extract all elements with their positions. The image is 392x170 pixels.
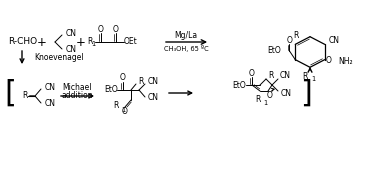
Text: O: O [113,26,119,35]
Text: R: R [22,91,27,100]
Text: R: R [87,38,93,47]
Text: addition: addition [61,90,93,99]
Text: 1: 1 [121,107,125,113]
Text: +: + [76,36,86,48]
Text: O: O [326,56,332,65]
Text: CH₃OH, 65 ºC: CH₃OH, 65 ºC [163,45,209,52]
Text: ]: ] [300,79,312,107]
Text: Michael: Michael [62,83,92,92]
Text: R: R [294,31,299,40]
Text: EtO: EtO [267,46,281,55]
Text: EtO: EtO [104,86,118,95]
Text: R: R [268,72,273,81]
Text: 1: 1 [311,76,315,82]
Text: Knoevenagel: Knoevenagel [34,53,83,62]
Text: R: R [138,76,143,86]
Text: CN: CN [281,89,292,98]
Text: O: O [122,106,128,115]
Text: +: + [37,36,47,48]
Text: O: O [267,90,273,99]
Text: CN: CN [148,94,159,103]
Text: 1: 1 [91,41,96,47]
Text: 1: 1 [263,100,267,106]
Text: CN: CN [148,76,159,86]
Text: O: O [98,26,104,35]
Text: CN: CN [329,36,340,45]
Text: O: O [120,73,126,82]
Text: CN: CN [66,46,77,55]
Text: CN: CN [280,72,291,81]
Text: R: R [256,96,261,105]
Text: Mg/La: Mg/La [174,30,198,39]
Text: EtO: EtO [232,81,246,89]
Text: O: O [286,36,292,45]
FancyArrowPatch shape [271,88,274,91]
Text: R: R [303,72,308,81]
Text: OEt: OEt [124,38,138,47]
Text: O: O [249,70,255,79]
Text: [: [ [4,79,16,107]
Text: NH₂: NH₂ [339,57,353,66]
Text: CN: CN [45,83,56,92]
Text: R: R [114,101,119,110]
Text: CN: CN [45,99,56,108]
Text: CN: CN [66,30,77,38]
Text: R-CHO: R-CHO [8,38,37,47]
